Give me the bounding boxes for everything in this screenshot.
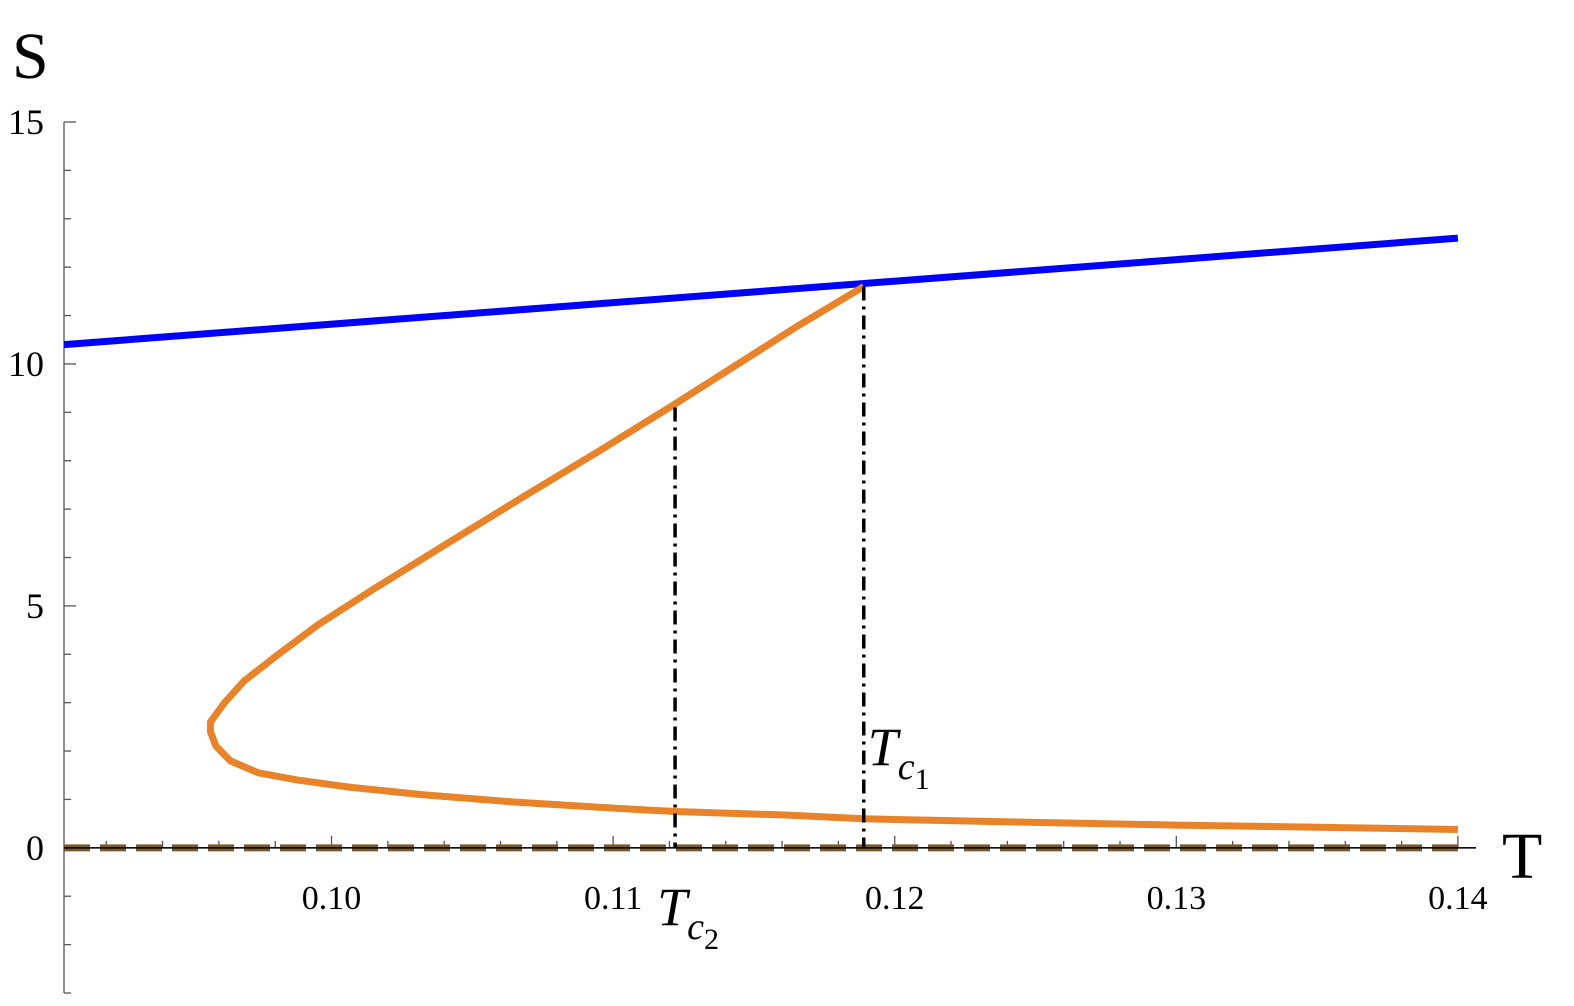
x-tick-label: 0.10 xyxy=(302,880,362,917)
annotation-subscript: c xyxy=(687,906,704,948)
x-axis-title: T xyxy=(1502,820,1542,893)
annotation-subsubscript: 1 xyxy=(915,763,930,796)
annotation-subsubscript: 2 xyxy=(704,923,719,956)
annotation-main: T xyxy=(868,717,902,777)
y-axis-title: S xyxy=(12,20,49,93)
series-line-1 xyxy=(63,234,1459,349)
critical-temperature-label: Tc1 xyxy=(868,717,930,796)
series-group xyxy=(63,234,1476,852)
y-tick-label: 0 xyxy=(26,828,44,868)
x-tick-label: 0.13 xyxy=(1147,880,1207,917)
critical-temperature-label: Tc2 xyxy=(657,877,719,956)
axes: 0 5 10 15 0.10 0.11 0.12 0.13 0.14 S T xyxy=(8,20,1542,994)
x-tick-label: 0.14 xyxy=(1428,880,1488,917)
y-tick-label: 15 xyxy=(8,102,44,142)
annotation-main: T xyxy=(657,877,691,937)
series-line-2 xyxy=(206,283,1458,833)
x-tick-label: 0.12 xyxy=(865,880,925,917)
x-tick-label: 0.11 xyxy=(584,880,642,917)
y-tick-label: 5 xyxy=(26,586,44,626)
annotation-subscript: c xyxy=(898,746,915,788)
y-tick-label: 10 xyxy=(8,344,44,384)
